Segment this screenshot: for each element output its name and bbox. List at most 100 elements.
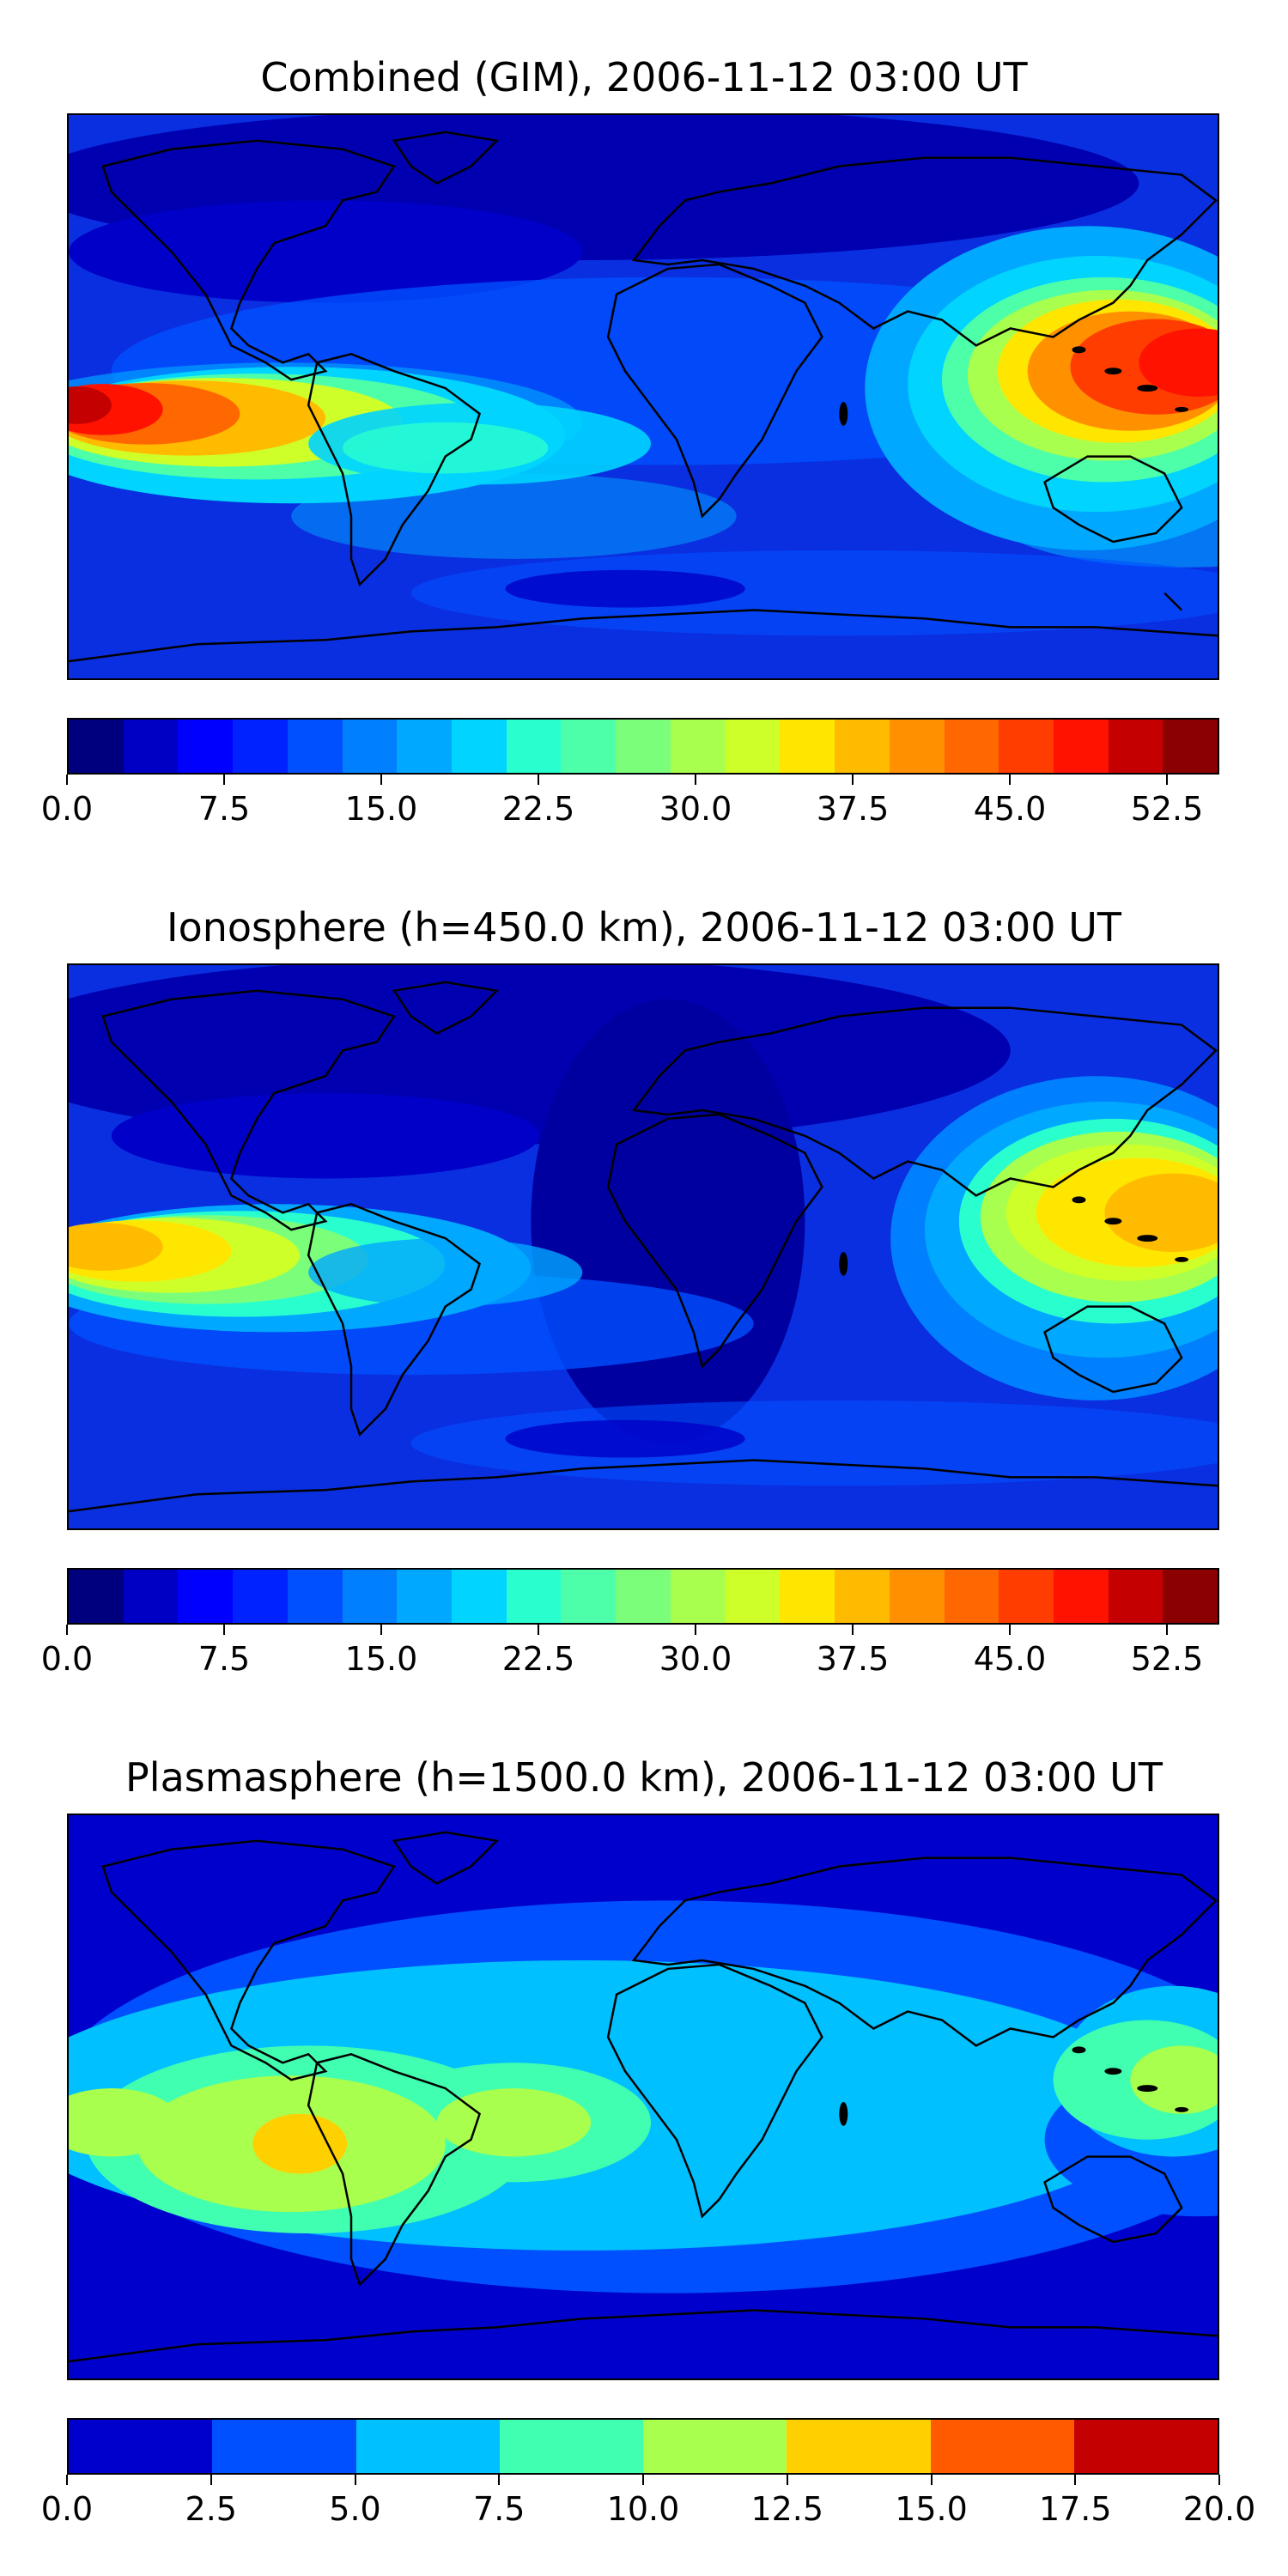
colorbar-tick-label: 7.5 xyxy=(473,2490,526,2528)
colorbar-segment xyxy=(287,1570,343,1623)
colorbar-segment xyxy=(123,1570,179,1623)
colorbar-tick-label: 15.0 xyxy=(895,2490,968,2528)
colorbar-combined xyxy=(67,718,1219,775)
colorbar-tick-label: 30.0 xyxy=(659,790,732,828)
map-ionosphere xyxy=(67,963,1219,1530)
colorbar-segment xyxy=(944,720,999,773)
colorbar-segment xyxy=(212,2420,356,2473)
colorbar-segment xyxy=(1163,720,1218,773)
colorbar-segment xyxy=(835,1570,890,1623)
colorbar-tick-label: 37.5 xyxy=(816,790,890,828)
colorbar-tick xyxy=(852,1625,854,1635)
colorbar-tick-label: 5.0 xyxy=(329,2490,381,2528)
colorbar-plasmasphere xyxy=(67,2418,1219,2475)
colorbar-segment xyxy=(999,720,1054,773)
colorbar-segment xyxy=(452,1570,507,1623)
colorbar-segment xyxy=(1053,720,1109,773)
colorbar-segment xyxy=(1053,1570,1109,1623)
colorbar-tick-label: 15.0 xyxy=(344,1640,418,1678)
colorbar-segment xyxy=(780,1570,835,1623)
colorbar-segment xyxy=(342,1570,398,1623)
colorbar-tick-label: 0.0 xyxy=(40,790,94,828)
colorbar-segment xyxy=(999,1570,1054,1623)
colorbar-tick-label: 52.5 xyxy=(1130,790,1204,828)
colorbar-tick xyxy=(66,1625,68,1635)
colorbar-tick xyxy=(642,2475,644,2485)
colorbar-segment xyxy=(1108,1570,1163,1623)
colorbar-tick xyxy=(498,2475,501,2485)
colorbar-tick-label: 37.5 xyxy=(816,1640,890,1678)
colorbar-tick-label: 30.0 xyxy=(659,1640,732,1678)
colorbar-tick-label: 20.0 xyxy=(1182,2490,1256,2528)
colorbar-segment xyxy=(452,720,507,773)
colorbar-tick xyxy=(930,2475,933,2485)
colorbar-segment xyxy=(499,2420,643,2473)
colorbar-segment xyxy=(397,1570,453,1623)
colorbar-ticks-ionosphere: 0.0 7.5 15.0 22.5 30.0 37.5 45.0 52.5 xyxy=(41,1625,1219,1678)
colorbar-tick xyxy=(354,2475,356,2485)
colorbar-tick xyxy=(223,775,225,785)
colorbar-segment xyxy=(944,1570,999,1623)
colorbar-segment xyxy=(835,720,890,773)
colorbar-segment xyxy=(889,720,945,773)
panel-title: Plasmasphere (h=1500.0 km), 2006-11-12 0… xyxy=(125,1754,1163,1801)
colorbar-segment xyxy=(342,720,398,773)
colorbar-segment xyxy=(643,2420,787,2473)
colorbar-tick xyxy=(538,1625,539,1635)
colorbar-tick xyxy=(210,2475,212,2485)
colorbar-tick xyxy=(695,775,696,785)
colorbar-tick xyxy=(538,775,539,785)
colorbar-segment xyxy=(1163,1570,1218,1623)
colorbar-segment xyxy=(670,720,726,773)
colorbar-segment xyxy=(561,1570,617,1623)
colorbar-segment xyxy=(616,720,671,773)
colorbar-tick xyxy=(852,775,854,785)
colorbar-tick xyxy=(380,775,382,785)
colorbar-tick xyxy=(223,1625,225,1635)
colorbar-tick-label: 2.5 xyxy=(185,2490,237,2528)
colorbar-tick xyxy=(66,775,68,785)
colorbar-segment xyxy=(725,720,781,773)
colorbar-segment xyxy=(123,720,179,773)
colorbar-tick xyxy=(1074,2475,1077,2485)
colorbar-tick xyxy=(1166,1625,1168,1635)
colorbar-segment xyxy=(930,2420,1074,2473)
colorbar-segment xyxy=(616,1570,671,1623)
colorbar-segment xyxy=(397,720,453,773)
colorbar-tick xyxy=(66,2475,68,2485)
colorbar-ticks-plasmasphere: 0.0 2.5 5.0 7.5 10.0 12.5 15.0 17.5 20.0 xyxy=(41,2475,1255,2528)
colorbar-tick-label: 22.5 xyxy=(501,1640,575,1678)
colorbar-segment xyxy=(780,720,835,773)
colorbar-segment xyxy=(506,720,562,773)
colorbar-tick-label: 52.5 xyxy=(1130,1640,1204,1678)
colorbar-tick-label: 0.0 xyxy=(40,2490,94,2528)
colorbar-tick-label: 7.5 xyxy=(197,790,251,828)
colorbar-tick xyxy=(1009,1625,1011,1635)
map-combined xyxy=(67,113,1219,680)
colorbar-tick-label: 22.5 xyxy=(501,790,575,828)
colorbar-tick-label: 7.5 xyxy=(197,1640,251,1678)
colorbar-segment xyxy=(561,720,617,773)
colorbar-segment xyxy=(670,1570,726,1623)
colorbar-segment xyxy=(725,1570,781,1623)
colorbar-segment xyxy=(178,720,234,773)
colorbar-tick xyxy=(695,1625,696,1635)
map-plasmasphere xyxy=(67,1814,1219,2380)
colorbar-segment xyxy=(1073,2420,1218,2473)
colorbar-tick-label: 45.0 xyxy=(973,1640,1047,1678)
colorbar-ticks-combined: 0.0 7.5 15.0 22.5 30.0 37.5 45.0 52.5 xyxy=(41,775,1219,828)
colorbar-segment xyxy=(233,720,288,773)
panel-title: Combined (GIM), 2006-11-12 03:00 UT xyxy=(260,54,1028,100)
colorbar-segment xyxy=(889,1570,945,1623)
colorbar-tick-label: 15.0 xyxy=(344,790,418,828)
colorbar-tick-label: 17.5 xyxy=(1038,2490,1112,2528)
colorbar-segment xyxy=(1108,720,1163,773)
colorbar-tick xyxy=(1218,2475,1220,2485)
colorbar-ionosphere xyxy=(67,1568,1219,1625)
colorbar-segment xyxy=(233,1570,288,1623)
colorbar-tick xyxy=(1166,775,1168,785)
colorbar-tick xyxy=(1009,775,1011,785)
colorbar-segment xyxy=(355,2420,500,2473)
colorbar-tick-label: 45.0 xyxy=(973,790,1047,828)
colorbar-segment xyxy=(178,1570,234,1623)
